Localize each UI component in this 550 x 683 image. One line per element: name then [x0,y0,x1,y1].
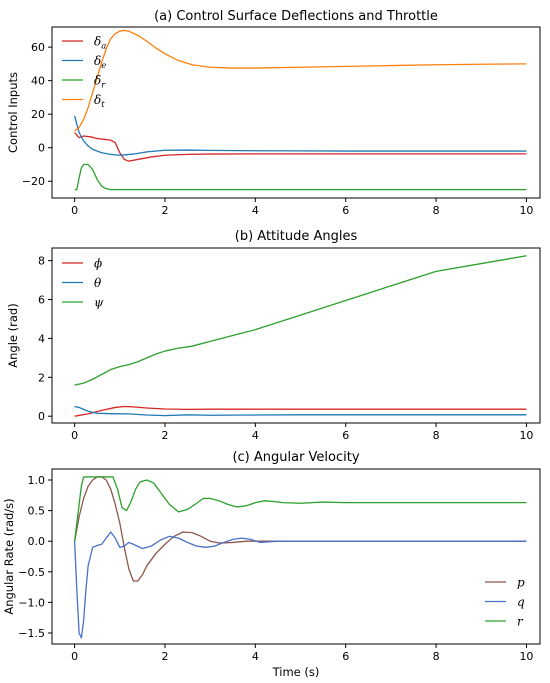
legend-label: ψ [94,296,104,310]
x-tick-label: 10 [519,204,533,217]
series-line-t-0 [74,29,527,132]
x-tick-label: 0 [71,204,78,217]
series-line-1 [74,255,527,386]
x-tick-label: 6 [342,204,349,217]
legend-label: δa [94,35,106,52]
plot-frame [51,247,541,424]
y-axis-label: Angular Rate (rad/s) [2,498,16,614]
y-tick-label: 4 [38,332,45,345]
y-tick-label: 1.0 [28,474,46,487]
legend-label: p [517,576,525,590]
x-tick-label: 4 [252,429,259,442]
series-group [73,476,527,639]
legend-label: ϕ [94,257,102,271]
x-tick-label: 10 [519,650,533,663]
series-line-1 [74,405,527,417]
x-tick-label: 8 [433,204,440,217]
panel-title: (a) Control Surface Deflections and Thro… [154,9,438,24]
y-tick-label: 40 [31,75,45,88]
series-group [73,29,527,191]
y-tick-label: 60 [31,41,45,54]
legend-label: δe [94,54,106,71]
x-tick-label: 6 [342,650,349,663]
plot-frame [51,468,541,645]
x-tick-label: 8 [433,429,440,442]
x-tick-label: 0 [71,429,78,442]
y-axis-label: Control Inputs [6,72,20,153]
y-tick-label: −20 [22,175,45,188]
legend-label: θ [94,276,102,290]
x-tick-label: 2 [161,650,168,663]
x-tick-label: 4 [252,650,259,663]
y-tick-label: 2 [38,371,45,384]
panel-3: 0 2 4 6 8 10 −1.5 −1.0 −0.5 0.0 0.5 1.0 (c) Angular … [2,450,541,679]
legend-label: q [517,595,525,609]
series-line-r-2 [73,476,527,542]
y-tick-label: 20 [31,108,45,121]
y-tick-label: 6 [38,294,45,307]
x-tick-label: 2 [161,429,168,442]
plot-frame [51,26,541,199]
series-line-e-0 [73,115,527,156]
x-tick-label: 8 [433,650,440,663]
series-line-a-0 [74,132,527,162]
x-tick-label: 2 [161,204,168,217]
y-tick-label: 0.0 [28,535,46,548]
y-tick-label: −0.5 [18,566,45,579]
series-group [74,255,527,417]
legend: ϕθψ [62,257,104,310]
legend-label: δr [94,74,106,91]
panel-title: (b) Attitude Angles [235,229,358,244]
series-line-r-0 [74,163,527,191]
x-tick-label: 6 [342,429,349,442]
panel-title: (c) Angular Velocity [232,450,359,465]
y-tick-label: 0.5 [28,505,46,518]
series-line-q-2 [73,531,527,639]
panel-1: 0 2 4 6 8 10 −20 0 20 40 60 (a) Control Surface Def… [6,9,541,217]
x-tick-label: 10 [519,429,533,442]
y-axis-label: Angle (rad) [6,303,20,367]
y-tick-label: 0 [38,410,45,423]
y-tick-label: 8 [38,255,45,268]
legend-label: δt [94,93,105,110]
legend-label: r [517,615,524,629]
y-tick-label: −1.5 [18,627,45,640]
y-tick-label: −1.0 [18,596,45,609]
legend: pqr [485,576,525,629]
x-axis-label: Time (s) [272,665,320,679]
legend: δa δe δr δt [62,35,106,110]
series-line-p-2 [73,476,527,582]
panel-2: 0 2 4 6 8 10 0 2 4 6 8 (b) Attitude Angles Angle (ra… [6,229,541,442]
x-tick-label: 4 [252,204,259,217]
series-line-1 [74,405,527,417]
x-tick-label: 0 [71,650,78,663]
y-tick-label: 0 [38,142,45,155]
